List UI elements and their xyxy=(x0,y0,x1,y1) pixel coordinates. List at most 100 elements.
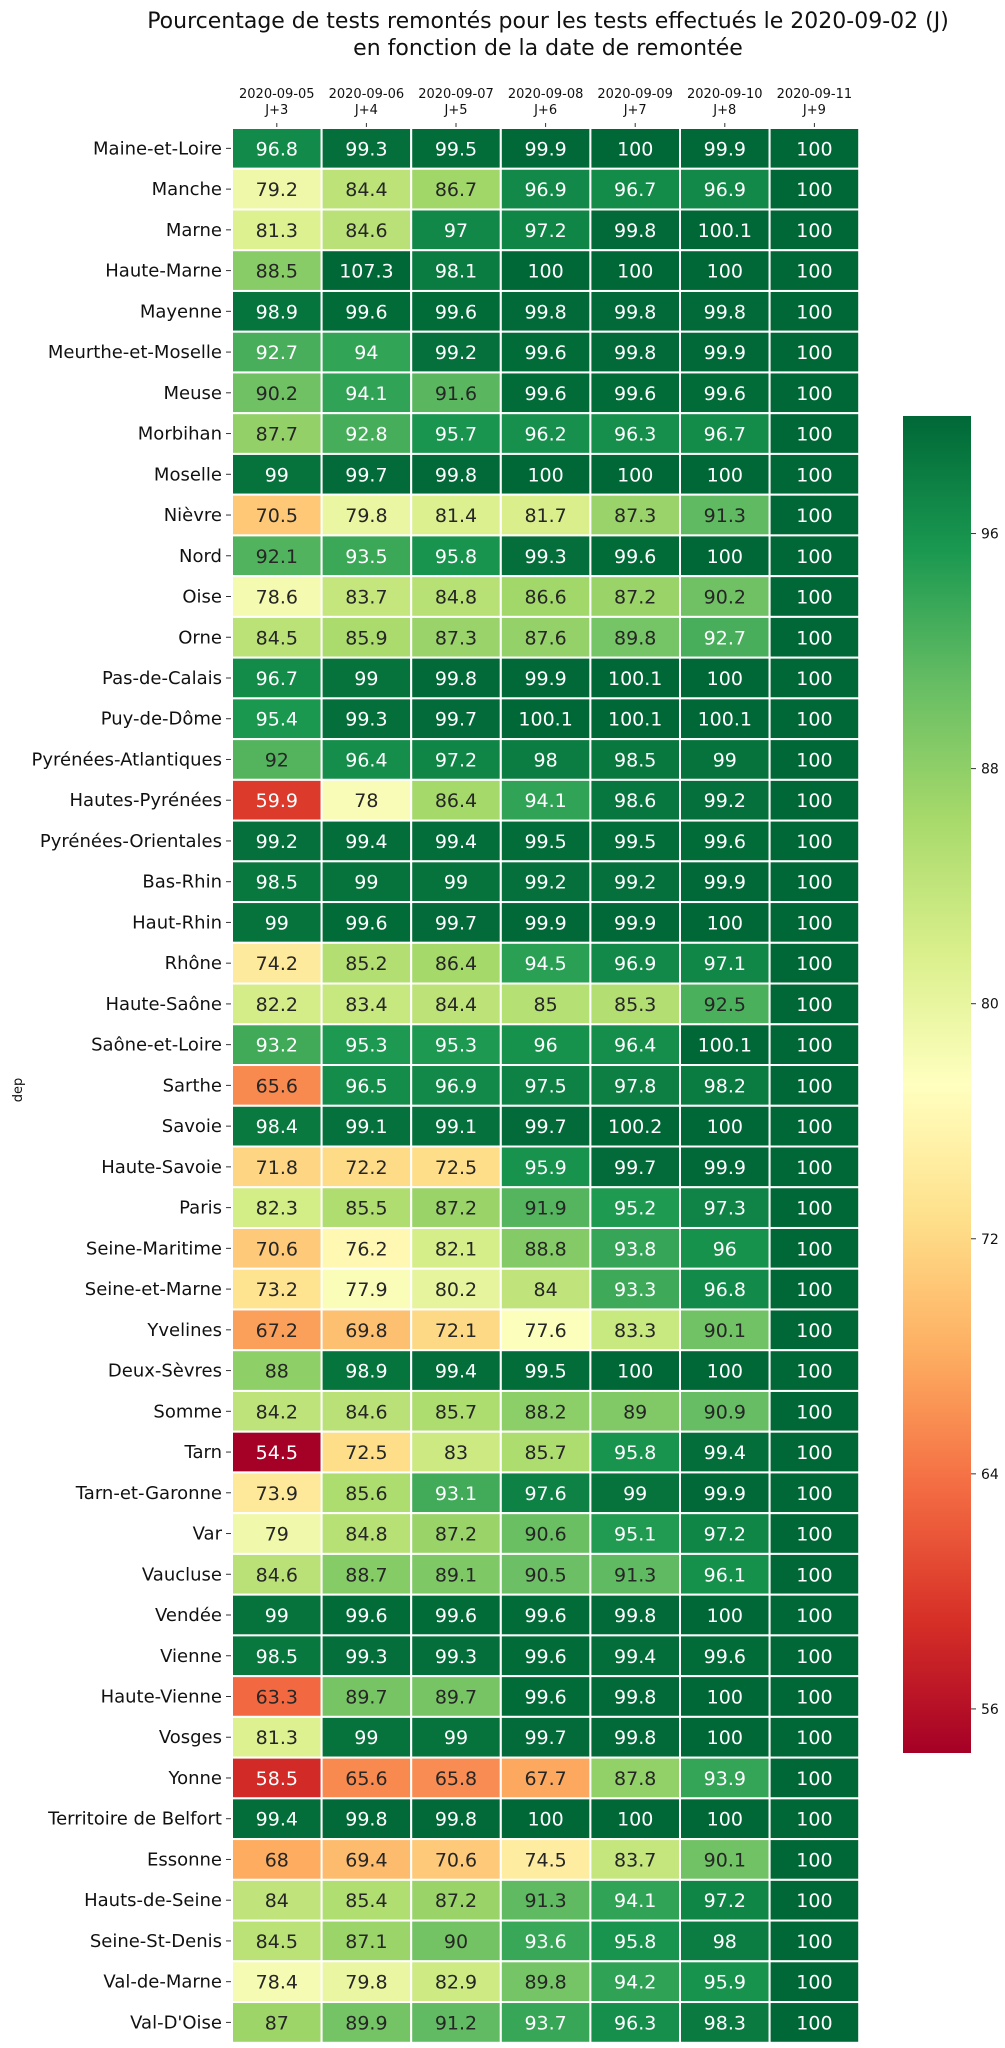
heatmap-cell xyxy=(499,1186,592,1229)
heatmap-cell xyxy=(410,371,502,415)
heatmap-cell xyxy=(231,901,323,944)
cell-value-label: 68 xyxy=(265,1849,289,1871)
cell-value-label: 100 xyxy=(527,1809,563,1831)
column-date-label: 2020-09-11 xyxy=(777,87,853,102)
heatmap-cell xyxy=(231,330,323,374)
cell-value-label: 67.2 xyxy=(256,1320,298,1342)
heatmap-cell xyxy=(679,1756,771,1800)
heatmap-cell xyxy=(320,1308,413,1352)
row-label: Puy-de-Dôme xyxy=(101,709,222,730)
cell-value-label: 97 xyxy=(444,220,468,242)
row-label: Nord xyxy=(179,546,222,567)
cell-value-label: 99.1 xyxy=(345,1116,387,1138)
heatmap-cell xyxy=(231,208,323,252)
cell-value-label: 100 xyxy=(796,1931,832,1953)
heatmap-cell xyxy=(679,289,771,333)
cell-value-label: 79 xyxy=(265,1524,289,1546)
cell-value-label: 89.8 xyxy=(524,1972,566,1994)
heatmap-cell xyxy=(589,249,682,292)
cell-value-label: 58.5 xyxy=(256,1768,298,1790)
row-label: Pyrénées-Orientales xyxy=(40,831,222,852)
cell-value-label: 100 xyxy=(707,464,743,486)
cell-value-label: 100 xyxy=(796,953,832,975)
heatmap-cell xyxy=(589,982,682,1026)
cell-value-label: 97.3 xyxy=(704,1198,746,1220)
heatmap-cell xyxy=(679,1838,771,1881)
cell-value-label: 98.2 xyxy=(704,1075,746,1097)
cell-value-label: 82.2 xyxy=(256,994,298,1016)
cell-value-label: 88.7 xyxy=(345,1564,387,1586)
cell-value-label: 89.9 xyxy=(345,2012,387,2034)
cell-value-label: 100 xyxy=(707,546,743,568)
cell-value-label: 99.6 xyxy=(435,1605,477,1627)
cell-value-label: 100 xyxy=(796,1646,832,1668)
cell-value-label: 84.2 xyxy=(256,1401,298,1423)
heatmap-cell xyxy=(320,1838,413,1881)
row-label: Mayenne xyxy=(140,301,222,322)
cell-value-label: 100 xyxy=(707,1605,743,1627)
cell-value-label: 99.2 xyxy=(435,342,477,364)
column-date-label: 2020-09-08 xyxy=(508,87,584,102)
row-label: Tarn-et-Garonne xyxy=(75,1483,222,1504)
heatmap-cell xyxy=(679,1634,771,1678)
heatmap-cell xyxy=(768,1389,861,1433)
cell-value-label: 81.4 xyxy=(435,505,477,527)
heatmap-cell xyxy=(768,371,861,415)
cell-value-label: 94.1 xyxy=(614,1890,656,1912)
cell-value-label: 81.3 xyxy=(256,220,298,242)
heatmap-cell xyxy=(589,1593,682,1637)
heatmap-cell xyxy=(231,778,323,822)
cell-value-label: 84.6 xyxy=(345,220,387,242)
cell-value-label: 100 xyxy=(796,1686,832,1708)
heatmap-cell xyxy=(679,941,771,985)
row-label: Moselle xyxy=(154,464,222,485)
cell-value-label: 98.5 xyxy=(256,872,298,894)
heatmap-cell xyxy=(679,778,771,822)
cell-value-label: 87.7 xyxy=(256,424,298,446)
cell-value-label: 100 xyxy=(527,261,563,283)
cell-value-label: 83.7 xyxy=(345,587,387,609)
cell-value-label: 92.1 xyxy=(256,546,298,568)
row-label: Vienne xyxy=(160,1646,222,1667)
cell-value-label: 99.2 xyxy=(256,831,298,853)
cell-value-label: 100 xyxy=(796,831,832,853)
cell-value-label: 100 xyxy=(796,1524,832,1546)
cell-value-label: 100 xyxy=(796,749,832,771)
heatmap-cell xyxy=(410,1552,502,1596)
heatmap-cell xyxy=(320,1919,413,1963)
row-label: Rhône xyxy=(165,953,222,974)
cell-value-label: 59.9 xyxy=(256,790,298,812)
heatmap-cell xyxy=(410,1878,502,1922)
cell-value-label: 99.8 xyxy=(614,342,656,364)
cell-value-label: 99.2 xyxy=(614,872,656,894)
heatmap-cell xyxy=(768,860,861,904)
heatmap-cell xyxy=(679,1267,771,1311)
cell-value-label: 99 xyxy=(265,1605,289,1627)
row-label: Hauts-de-Seine xyxy=(84,1890,222,1911)
cell-value-label: 84.4 xyxy=(345,179,387,201)
heatmap-cell xyxy=(231,1960,323,2004)
heatmap-cell xyxy=(589,493,682,537)
heatmap-cell xyxy=(320,1064,413,1107)
heatmap-cell xyxy=(231,1593,323,1637)
heatmap-cell xyxy=(768,1756,861,1800)
heatmap-cell xyxy=(320,1715,413,1759)
cell-value-label: 100 xyxy=(796,138,832,160)
heatmap-cell xyxy=(768,1349,861,1392)
cell-value-label: 100 xyxy=(796,1361,832,1383)
heatmap-cell xyxy=(768,1552,861,1596)
heatmap-cell xyxy=(499,941,592,985)
cell-value-label: 90 xyxy=(444,1931,468,1953)
cell-value-label: 99.8 xyxy=(345,1809,387,1831)
cell-value-label: 99.4 xyxy=(704,1442,746,1464)
heatmap-cell xyxy=(231,1349,323,1392)
cell-value-label: 99.6 xyxy=(345,1605,387,1627)
cell-value-label: 100 xyxy=(796,1849,832,1871)
cell-value-label: 100 xyxy=(796,2012,832,2034)
cell-value-label: 85.3 xyxy=(614,994,656,1016)
cell-value-label: 87.8 xyxy=(614,1768,656,1790)
heatmap-cell xyxy=(231,1064,323,1107)
cell-value-label: 99.7 xyxy=(435,912,477,934)
heatmap-cell xyxy=(589,819,682,863)
heatmap-cell xyxy=(589,1512,682,1555)
